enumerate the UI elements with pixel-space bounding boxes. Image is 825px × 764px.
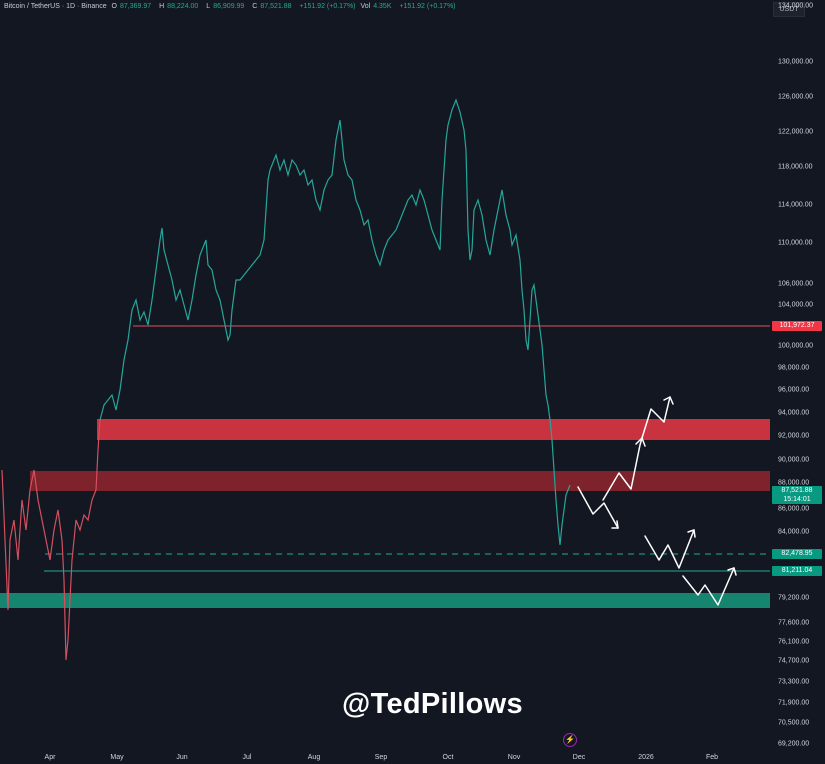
upper-resistance-zone bbox=[97, 419, 770, 440]
price-axis-label: 92,000.00 bbox=[778, 432, 810, 440]
price-axis-label: 98,000.00 bbox=[778, 364, 810, 372]
projection-arrows bbox=[577, 396, 737, 606]
price-axis-label: 90,000.00 bbox=[778, 456, 810, 464]
time-axis-label: Dec bbox=[572, 754, 586, 761]
time-axis-label: Jul bbox=[242, 754, 252, 761]
price-axis-label: 96,000.00 bbox=[778, 386, 810, 394]
price-chart[interactable] bbox=[0, 0, 770, 764]
bullish-path-up bbox=[602, 437, 643, 501]
bearish-path bbox=[644, 529, 695, 569]
time-axis-label: Aug bbox=[307, 754, 321, 761]
price-axis-label: 94,000.00 bbox=[778, 409, 810, 417]
lightning-icon[interactable]: ⚡ bbox=[563, 733, 577, 747]
price-axis-label: 110,000.00 bbox=[778, 239, 813, 247]
price-axis-label: 122,000.00 bbox=[778, 128, 814, 136]
price-axis-label: 100,000.00 bbox=[778, 342, 814, 350]
price-axis-label: 88,000.00 bbox=[778, 479, 810, 487]
price-axis-label: 84,000.00 bbox=[778, 528, 810, 536]
price-axis-label: 71,900.00 bbox=[778, 699, 810, 707]
resistance-price-tag: 101,972.37 bbox=[772, 321, 822, 331]
price-axis-label: 76,100.00 bbox=[778, 638, 810, 646]
price-axis-label: 77,600.00 bbox=[778, 619, 810, 627]
price-axis-label: 114,000.00 bbox=[778, 201, 813, 209]
last-price-tag: 87,521.88 15:14:01 bbox=[772, 486, 822, 504]
price-axis-label: 130,000.00 bbox=[778, 58, 814, 66]
price-axis-label: 134,000.00 bbox=[778, 2, 814, 10]
bullish-path bbox=[577, 486, 619, 529]
change-value: +151.92 (+0.17%) bbox=[299, 3, 356, 10]
price-axis-label: 118,000.00 bbox=[778, 163, 813, 171]
price-axis-label: 79,200.00 bbox=[778, 594, 810, 602]
symbol-name: Bitcoin / TetherUS · 1D · Binance bbox=[4, 3, 107, 10]
high-value: 88,224.00 bbox=[167, 3, 199, 10]
volume-value: 4.35K bbox=[373, 3, 392, 10]
time-axis-label: Nov bbox=[507, 754, 521, 761]
price-axis-label: 74,700.00 bbox=[778, 657, 810, 665]
candles bbox=[1, 98, 571, 661]
time-axis-label: Oct bbox=[442, 754, 454, 761]
time-axis-label: Sep bbox=[374, 754, 388, 761]
open-value: 87,369.97 bbox=[120, 3, 152, 10]
time-axis-label: May bbox=[110, 754, 124, 761]
price-axis-label: 69,200.00 bbox=[778, 740, 810, 748]
lower-resistance-zone bbox=[30, 471, 770, 491]
low-value: 86,909.99 bbox=[213, 3, 245, 10]
time-axis-label: Jun bbox=[176, 754, 188, 761]
price-axis-label: 70,500.00 bbox=[778, 719, 810, 727]
currency-button[interactable]: USDT bbox=[773, 2, 805, 17]
volume-change: +151.92 (+0.17%) bbox=[399, 3, 456, 10]
time-axis-label: Feb bbox=[705, 754, 719, 761]
price-axis[interactable]: 69,200.00 70,500.00 71,900.00 73,300.00 74,7… bbox=[770, 0, 825, 764]
price-axis-label: 106,000.00 bbox=[778, 280, 814, 288]
time-axis-label: Apr bbox=[44, 754, 56, 761]
price-axis-label: 86,000.00 bbox=[778, 505, 810, 513]
bar-countdown: 15:14:01 bbox=[783, 496, 811, 503]
price-axis-label: 73,300.00 bbox=[778, 678, 810, 686]
dashed-level-tag: 82,478.95 bbox=[772, 549, 822, 559]
support-price-tag: 81,211.04 bbox=[772, 566, 822, 576]
watermark: @TedPillows bbox=[342, 688, 523, 720]
symbol-legend: Bitcoin / TetherUS · 1D · Binance O 87,36… bbox=[4, 3, 456, 10]
time-axis-label: 2026 bbox=[638, 754, 654, 761]
price-axis-label: 126,000.00 bbox=[778, 93, 814, 101]
support-zone bbox=[0, 593, 770, 608]
close-value: 87,521.88 bbox=[260, 3, 292, 10]
price-axis-label: 104,000.00 bbox=[778, 301, 814, 309]
